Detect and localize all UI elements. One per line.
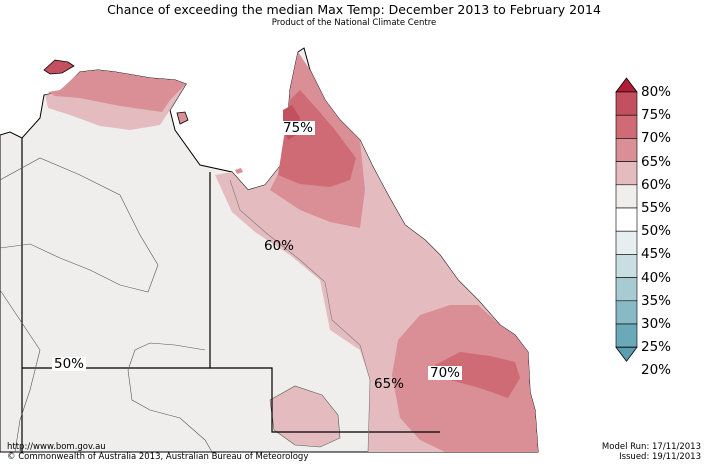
zone-65-north xyxy=(48,70,186,112)
legend-label: 50% xyxy=(641,223,672,240)
contour-line xyxy=(127,342,206,371)
island-tiwi xyxy=(43,59,75,75)
island-groote xyxy=(176,111,189,125)
legend-swatch xyxy=(615,323,638,348)
legend-swatch xyxy=(615,300,638,325)
footer-model-run: Model Run: 17/11/2013 xyxy=(601,442,701,452)
legend-label: 20% xyxy=(641,362,672,379)
legend-swatch xyxy=(615,184,638,209)
legend-swatch xyxy=(615,230,638,255)
legend-label: 60% xyxy=(641,176,672,193)
legend-label: 75% xyxy=(641,107,672,124)
contour-line xyxy=(229,179,371,453)
map-title: Chance of exceeding the median Max Temp:… xyxy=(107,2,601,17)
legend-colorbar xyxy=(615,77,638,362)
legend-label: 40% xyxy=(641,269,672,286)
legend-swatch xyxy=(615,91,638,116)
contour-line xyxy=(127,369,213,453)
legend-swatch xyxy=(615,254,638,278)
map-subtitle: Product of the National Climate Centre xyxy=(271,18,437,28)
footer-url: http://www.bom.gov.au xyxy=(7,442,106,452)
footer-copyright: © Commonwealth of Australia 2013, Austra… xyxy=(7,452,309,462)
legend-swatch xyxy=(615,207,638,232)
legend-label: 80% xyxy=(641,84,672,100)
contour-line xyxy=(0,289,41,453)
label-70: 70% xyxy=(428,365,463,381)
legend-label: 55% xyxy=(641,200,672,216)
legend-label: 45% xyxy=(641,246,672,263)
legend-label: 25% xyxy=(641,339,672,356)
legend-label: 70% xyxy=(641,130,672,147)
legend-label: 35% xyxy=(641,292,672,309)
legend-swatch xyxy=(615,161,638,186)
label-60: 60% xyxy=(264,238,295,254)
label-75: 75% xyxy=(281,120,316,136)
label-50: 50% xyxy=(52,356,87,372)
legend-swatch xyxy=(615,346,638,362)
contour-line xyxy=(0,157,159,293)
legend-label: 65% xyxy=(641,153,672,170)
legend-swatch xyxy=(615,277,638,302)
zone-70-east xyxy=(435,352,520,398)
legend-swatch xyxy=(615,77,638,93)
label-65: 65% xyxy=(374,376,405,392)
legend-label: 30% xyxy=(641,316,672,332)
legend-swatch xyxy=(615,114,638,139)
island-small xyxy=(235,168,243,174)
legend-swatch xyxy=(615,138,638,162)
border-nt-qld xyxy=(209,172,440,433)
footer-issued: Issued: 19/11/2013 xyxy=(619,452,701,462)
